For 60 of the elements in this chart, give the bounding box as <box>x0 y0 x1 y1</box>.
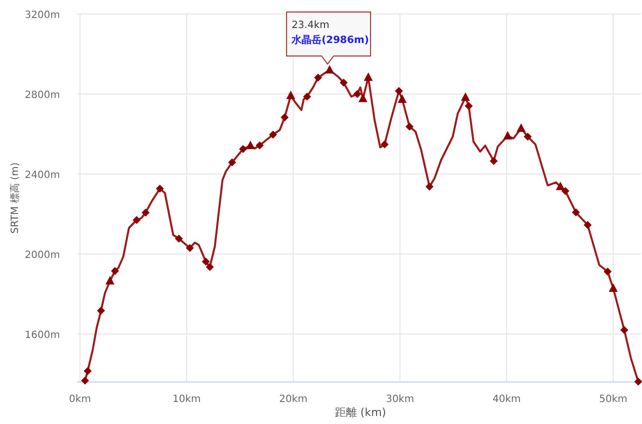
point <box>84 367 92 375</box>
y-axis-title: SRTM 標高 (m) <box>9 162 21 234</box>
x-tick-label: 20km <box>279 394 308 405</box>
point <box>239 145 248 153</box>
point <box>394 87 403 95</box>
point <box>269 130 278 139</box>
point <box>97 306 106 315</box>
point <box>634 378 642 386</box>
y-tick-label: 3200m <box>24 10 60 21</box>
x-axis-title: 距離 (km) <box>334 406 386 419</box>
point <box>156 184 164 193</box>
point <box>325 65 334 74</box>
point <box>380 140 389 148</box>
annotation: 23.4km 水晶岳(2986m) <box>290 20 369 46</box>
point <box>584 221 592 229</box>
point <box>556 182 565 190</box>
point <box>358 94 368 102</box>
point <box>524 132 532 141</box>
y-tick-label: 2400m <box>24 170 60 181</box>
x-tick-label: 0km <box>69 394 91 405</box>
point <box>490 157 498 165</box>
x-tick-label: 40km <box>492 394 521 405</box>
point <box>286 90 296 100</box>
point <box>604 268 612 276</box>
point <box>516 123 526 132</box>
y-tick-label: 2800m <box>24 90 60 101</box>
point <box>314 74 322 82</box>
point <box>186 244 194 252</box>
y-tick-label: 1600m <box>24 330 60 341</box>
point <box>398 94 407 103</box>
point <box>174 234 183 243</box>
point <box>142 208 150 217</box>
x-tick-label: 30km <box>386 394 414 405</box>
point <box>206 263 214 271</box>
point <box>364 72 373 81</box>
point <box>620 326 628 334</box>
point <box>426 182 434 191</box>
x-tick-label: 10km <box>172 394 201 405</box>
point <box>202 258 210 266</box>
annotation: 23.4km 水晶岳(2986m) <box>286 12 372 65</box>
point <box>246 140 255 150</box>
point <box>280 113 289 122</box>
point <box>608 283 618 292</box>
point <box>228 158 236 166</box>
x-tick-label: 50km <box>599 394 628 405</box>
point <box>81 376 90 385</box>
point <box>561 187 570 195</box>
point <box>110 267 119 275</box>
point <box>460 92 470 101</box>
point <box>353 90 362 98</box>
point <box>303 92 312 101</box>
point <box>340 78 348 87</box>
point <box>132 216 141 224</box>
y-tick-label: 2000m <box>24 250 60 261</box>
point <box>503 131 512 140</box>
point <box>464 102 473 110</box>
point <box>105 276 114 284</box>
point <box>256 141 264 150</box>
point <box>406 122 414 131</box>
point <box>572 208 580 216</box>
